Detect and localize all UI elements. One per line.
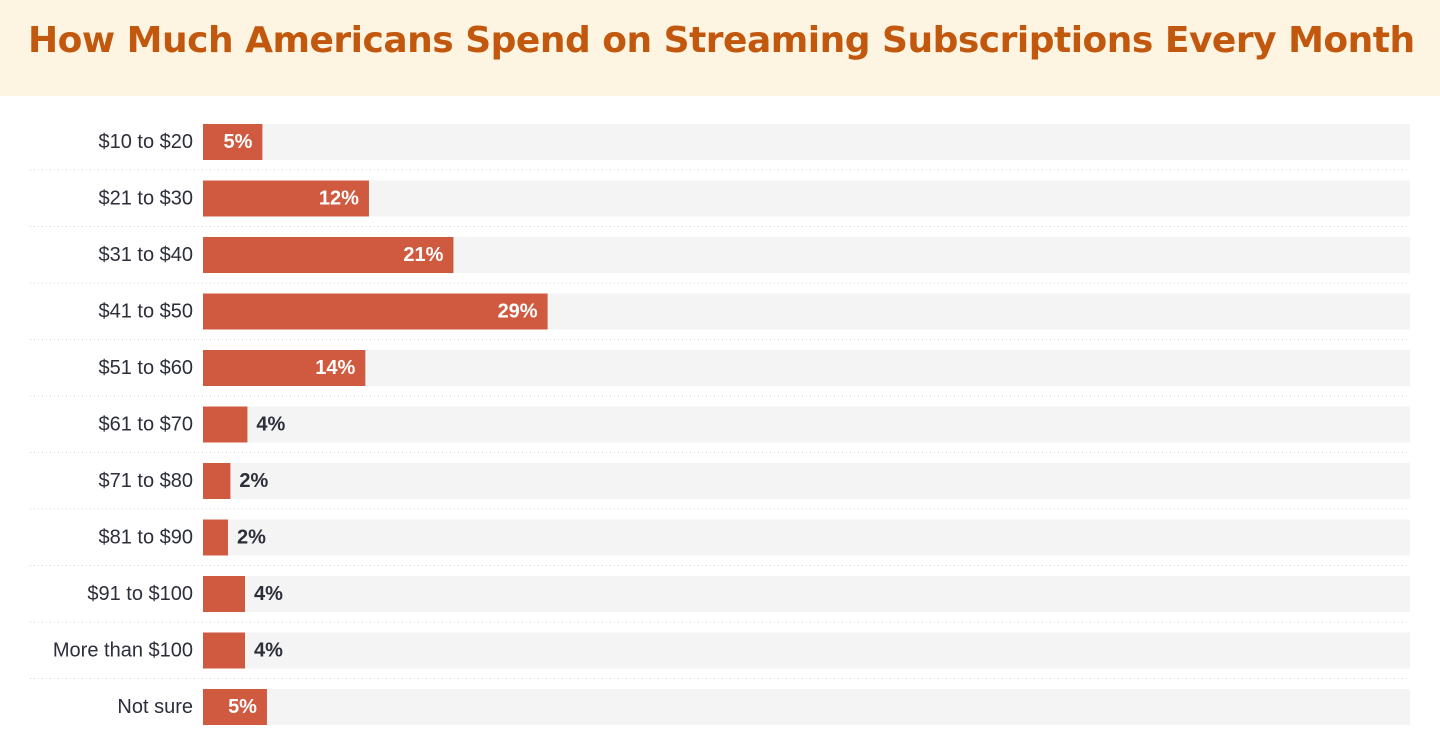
- bar: [203, 576, 246, 612]
- bar: [203, 519, 228, 556]
- bar: [203, 350, 366, 386]
- data-label: 12%: [319, 188, 359, 210]
- data-label: 5%: [223, 131, 252, 153]
- bar-track: [203, 350, 1410, 386]
- bar: [203, 124, 263, 160]
- bar: [203, 463, 231, 499]
- bar: [203, 632, 246, 669]
- bar-track: [203, 689, 1410, 725]
- bar-track: [203, 576, 1410, 612]
- category-label: $91 to $100: [87, 583, 193, 605]
- title-banner: [0, 0, 1440, 96]
- data-label: 2%: [237, 527, 266, 549]
- bar: [203, 689, 267, 725]
- data-label: 4%: [256, 414, 285, 436]
- chart-title: How Much Americans Spend on Streaming Su…: [28, 20, 1415, 61]
- data-label: 29%: [498, 301, 538, 323]
- category-label: More than $100: [53, 640, 193, 662]
- bar-track: [203, 406, 1410, 443]
- category-label: Not sure: [117, 696, 193, 718]
- category-label: $81 to $90: [98, 527, 193, 549]
- category-label: $21 to $30: [98, 188, 193, 210]
- bar-chart: $10 to $20 5% $21 to $30 12% $31 to $40 21% $4…: [30, 124, 1410, 725]
- category-label: $41 to $50: [98, 301, 193, 323]
- bar-track: [203, 519, 1410, 556]
- data-label: 4%: [254, 583, 283, 605]
- data-label: 21%: [403, 244, 443, 266]
- data-label: 2%: [239, 470, 268, 492]
- category-label: $10 to $20: [98, 131, 193, 153]
- category-label: $31 to $40: [98, 244, 193, 266]
- bar-track: [203, 124, 1410, 160]
- bar: [203, 406, 248, 443]
- bar: [203, 237, 454, 273]
- bar-track: [203, 463, 1410, 499]
- data-label: 4%: [254, 640, 283, 662]
- data-label: 14%: [315, 357, 355, 379]
- category-label: $51 to $60: [98, 357, 193, 379]
- category-label: $61 to $70: [98, 414, 193, 436]
- bar-track: [203, 180, 1410, 217]
- data-label: 5%: [228, 696, 257, 718]
- bar: [203, 180, 369, 217]
- bar: [203, 293, 548, 330]
- bar-track: [203, 632, 1410, 669]
- category-label: $71 to $80: [98, 470, 193, 492]
